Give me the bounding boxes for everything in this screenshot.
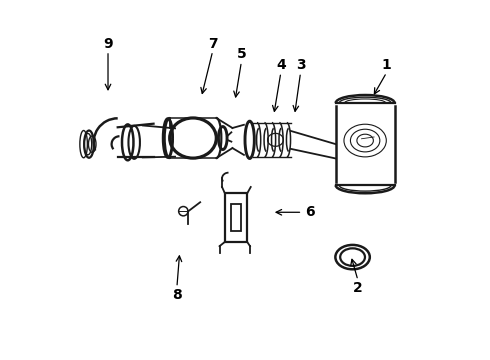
Text: 4: 4 xyxy=(276,58,286,72)
Text: 6: 6 xyxy=(305,205,315,219)
Text: 2: 2 xyxy=(353,280,363,294)
Text: 8: 8 xyxy=(172,288,182,302)
Text: 5: 5 xyxy=(237,48,246,62)
Text: 1: 1 xyxy=(382,58,392,72)
Text: 9: 9 xyxy=(103,37,113,51)
Text: 7: 7 xyxy=(208,37,218,51)
Text: 3: 3 xyxy=(296,58,305,72)
